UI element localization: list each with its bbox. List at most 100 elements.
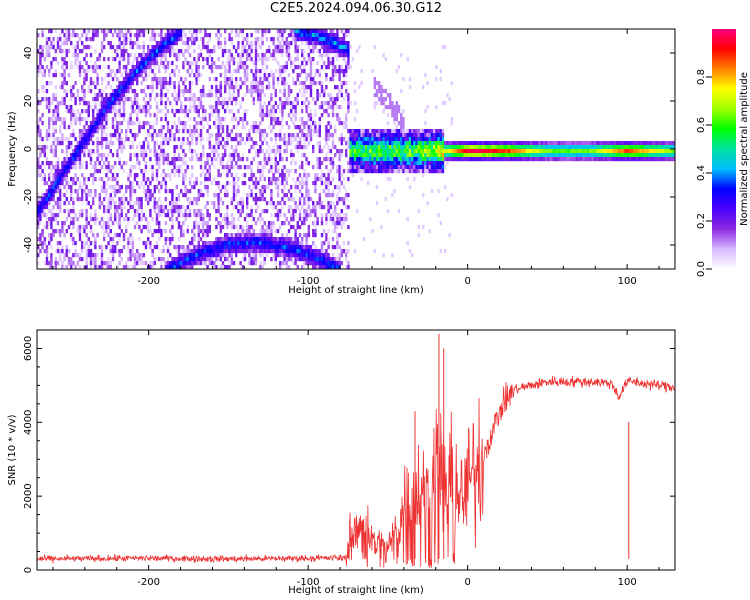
heatmap-cell (213, 65, 216, 70)
heatmap-cell (252, 77, 255, 82)
heatmap-cells (37, 29, 675, 269)
heatmap-cell (397, 157, 401, 162)
heatmap-cell (149, 65, 152, 70)
heatmap-cell (303, 245, 306, 250)
heatmap-cell (426, 129, 429, 134)
heatmap-cell (265, 229, 269, 234)
heatmap-cell (72, 29, 75, 34)
heatmap-cell (259, 249, 262, 254)
heatmap-cell (195, 109, 198, 114)
heatmap-cell (334, 97, 337, 102)
heatmap-cell (136, 181, 139, 186)
heatmap-cell (177, 173, 181, 178)
heatmap-cell (162, 205, 165, 210)
heatmap-cell (78, 137, 82, 142)
heatmap-cell (153, 49, 156, 54)
heatmap-cell (250, 233, 253, 238)
heatmap-cell (186, 137, 189, 142)
heatmap-cell (103, 221, 106, 226)
heatmap-cell (312, 129, 315, 134)
heatmap-cell (177, 85, 181, 90)
heatmap-cell (133, 173, 137, 178)
heatmap-cell (261, 189, 264, 194)
heatmap-cell (226, 237, 229, 242)
heatmap-cell (43, 85, 46, 90)
heatmap-cell (195, 73, 198, 78)
heatmap-cell (224, 69, 227, 74)
heatmap-cell (358, 153, 361, 158)
heatmap-cell (83, 181, 86, 186)
heatmap-cell (419, 141, 423, 146)
heatmap-cell (206, 121, 209, 126)
heatmap-cell (204, 257, 207, 262)
heatmap-cell (316, 165, 319, 170)
heatmap-cell (65, 169, 68, 174)
heatmap-cell (48, 129, 51, 134)
heatmap-cell (92, 165, 95, 170)
heatmap-cell (411, 145, 414, 150)
heatmap-cell (105, 85, 108, 90)
heatmap-cell (408, 129, 412, 134)
heatmap-cell (221, 129, 225, 134)
heatmap-cell (177, 257, 181, 262)
heatmap-cell (65, 81, 68, 86)
heatmap-cell (125, 129, 128, 134)
heatmap-cell (272, 201, 275, 206)
heatmap-cell (294, 249, 297, 254)
heatmap-cell (213, 177, 216, 182)
heatmap-cell (237, 241, 240, 246)
heatmap-cell (116, 173, 119, 178)
heatmap-cell (160, 41, 163, 46)
heatmap-cell (285, 141, 288, 146)
heatmap-cell (340, 181, 343, 186)
heatmap-cell (274, 153, 277, 158)
heatmap-cell (239, 157, 242, 162)
heatmap-cell (83, 117, 86, 122)
heatmap-cell (182, 261, 185, 266)
heatmap-cell (193, 109, 196, 114)
heatmap-cell (334, 69, 337, 74)
heatmap-cell (78, 65, 82, 70)
heatmap-cell (259, 161, 262, 166)
heatmap-cell (331, 69, 335, 74)
heatmap-cell (281, 81, 284, 86)
heatmap-cell (114, 133, 117, 138)
heatmap-cell (336, 165, 339, 170)
heatmap-cell (248, 149, 251, 154)
heatmap-cell (426, 141, 429, 146)
heatmap-cell (125, 81, 128, 86)
heatmap-cell (70, 33, 73, 38)
heatmap-cell (103, 57, 106, 62)
heatmap-cell (274, 237, 277, 242)
heatmap-cell (65, 53, 68, 58)
heatmap-cell (309, 213, 313, 218)
heatmap-cell (125, 41, 128, 46)
heatmap-cell (41, 149, 44, 154)
heatmap-cell (364, 145, 368, 150)
heatmap-cell (331, 193, 335, 198)
heatmap-cell (100, 49, 104, 54)
heatmap-cell (226, 133, 229, 138)
heatmap-cell (331, 157, 335, 162)
heatmap-cell (384, 149, 387, 154)
heatmap-cell (138, 237, 141, 242)
heatmap-cell (276, 189, 280, 194)
heatmap-cell (224, 73, 227, 78)
heatmap-cell (118, 69, 121, 74)
heatmap-cell (52, 41, 55, 46)
heatmap-cell (184, 249, 187, 254)
heatmap-cell (171, 257, 174, 262)
heatmap-cell (127, 257, 130, 262)
heatmap-cell (153, 29, 156, 34)
heatmap-cell (56, 189, 60, 194)
heatmap-cell (254, 185, 258, 190)
heatmap-cell (334, 85, 337, 90)
heatmap-cell (118, 141, 121, 146)
heatmap-cell (206, 157, 209, 162)
heatmap-cell (202, 261, 205, 266)
heatmap-cell (164, 41, 167, 46)
heatmap-cell (400, 121, 403, 126)
heatmap-cell (215, 241, 218, 246)
heatmap-cell (41, 201, 44, 206)
heatmap-cell (140, 33, 143, 38)
